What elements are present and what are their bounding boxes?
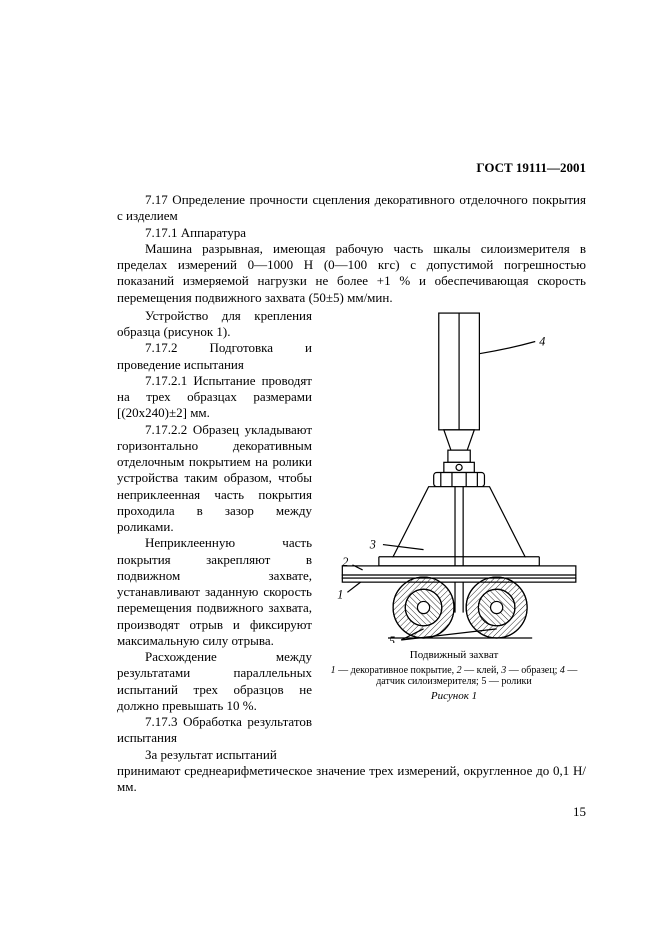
para-machine: Машина разрывная, имеющая рабочую часть … xyxy=(117,241,586,306)
figure-label-3: 3 xyxy=(369,537,376,551)
para-7-17: 7.17 Определение прочности сцепления дек… xyxy=(117,192,586,225)
para-result-lead: За результат испытаний xyxy=(117,747,312,763)
para-result-cont: принимают среднеарифметическое значение … xyxy=(117,763,586,796)
figure-label-2: 2 xyxy=(342,555,348,569)
legend-text-2: — клей, xyxy=(462,665,502,676)
para-clamp: Неприклеенную часть покрытия закрепляют … xyxy=(117,535,312,649)
figure-column: 4 xyxy=(312,308,586,704)
left-text-column: Устройство для крепления образца (рисуно… xyxy=(117,308,312,763)
legend-text-1: — декоративное покрытие, xyxy=(336,665,457,676)
para-7-17-3: 7.17.3 Обработка результатов испытания xyxy=(117,714,312,747)
after-figure-text: принимают среднеарифметическое значение … xyxy=(117,763,586,796)
figure-label-5: 5 xyxy=(389,634,395,643)
figure-title: Рисунок 1 xyxy=(322,690,586,704)
figure-drawing: 4 xyxy=(322,308,586,643)
para-device: Устройство для крепления образца (рисуно… xyxy=(117,308,312,341)
figure-label-4: 4 xyxy=(539,334,545,348)
para-7-17-2-2: 7.17.2.2 Образец укладывают горизонтальн… xyxy=(117,422,312,536)
para-7-17-2: 7.17.2 Подготовка и проведение испытания xyxy=(117,340,312,373)
para-deviation: Расхождение между результатами параллель… xyxy=(117,649,312,714)
legend-text-3: — образец; xyxy=(506,665,560,676)
figure-label-1: 1 xyxy=(337,587,343,601)
para-7-17-1: 7.17.1 Аппаратура xyxy=(117,225,586,241)
figure-legend: 1 — декоративное покрытие, 2 — клей, 3 —… xyxy=(322,665,586,688)
document-page: ГОСТ 19111—2001 7.17 Определение прочнос… xyxy=(0,0,661,935)
para-7-17-2-1: 7.17.2.1 Испытание проводят на трех обра… xyxy=(117,373,312,422)
body-text: 7.17 Определение прочности сцепления дек… xyxy=(117,192,586,795)
standard-number: ГОСТ 19111—2001 xyxy=(476,160,586,176)
page-number: 15 xyxy=(573,804,586,820)
two-column-region: Устройство для крепления образца (рисуно… xyxy=(117,308,586,763)
figure-caption-top: Подвижный захват xyxy=(322,649,586,663)
